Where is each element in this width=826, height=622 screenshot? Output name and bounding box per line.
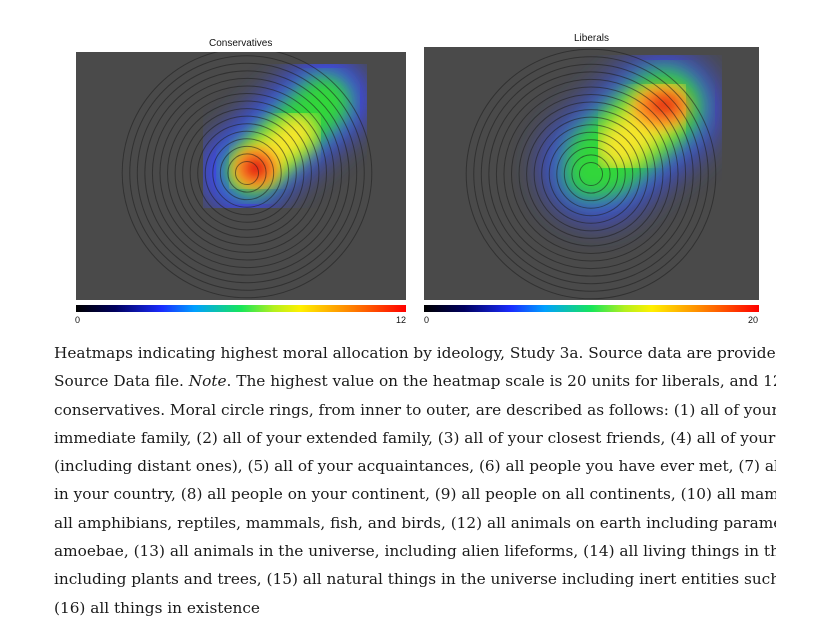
moral-ring-1 [578,161,604,187]
scale-max-liberals: 20 [748,315,759,325]
caption-line: conservatives. Moral circle rings, from … [54,400,776,419]
caption-line: Heatmaps indicating highest moral alloca… [54,344,776,362]
heatmap-liberals-svg [465,48,719,300]
caption-line: in your country, (8) all people on your … [54,485,776,504]
panel-title-liberals: Liberals [574,33,610,44]
moral-ring-3 [219,145,275,201]
heat-red-layer-lib [634,87,690,127]
moral-ring-2 [571,154,611,194]
heatmap-conservatives [76,52,406,300]
scale-min-liberals: 0 [424,315,430,325]
moral-ring-4 [212,138,282,208]
moral-ring-14 [136,62,358,284]
caption-line: Source Data file. Note. The highest valu… [54,367,776,395]
moral-ring-5 [204,130,290,216]
heat-red-layer [234,148,278,188]
colorbar-conservatives [76,305,406,312]
note-label: Note [188,372,227,391]
moral-ring-15 [129,55,365,291]
heatmap-figure: Conservatives 0 12 Lib [75,33,759,325]
moral-ring-8 [182,108,312,238]
moral-ring-2 [227,153,267,193]
moral-circle-rings-lib [465,48,717,300]
moral-ring-7 [189,115,305,231]
heatmap-conservatives-svg [121,52,373,299]
moral-ring-9 [518,101,664,247]
moral-ring-7 [533,116,649,232]
moral-ring-12 [495,78,687,270]
caption-line-start: Source Data file. [54,372,189,391]
moral-ring-9 [174,100,320,246]
figure-caption: Heatmaps indicating highest moral alloca… [54,339,776,622]
moral-ring-13 [144,70,350,276]
moral-ring-8 [526,109,656,239]
moral-circle-rings [121,52,373,299]
moral-ring-10 [167,93,327,253]
caption-line: (including distant ones), (5) all of you… [54,457,776,476]
moral-ring-1 [234,160,260,186]
moral-ring-13 [488,71,694,277]
moral-ring-6 [541,124,641,224]
moral-ring-16 [121,52,373,299]
scale-min-conservatives: 0 [75,315,81,325]
moral-ring-12 [151,77,343,269]
caption-line: (16) all things in existence [54,598,260,617]
colorbar-liberals [424,305,759,312]
caption-line: immediate family, (2) all of your extend… [54,428,776,447]
moral-ring-3 [563,146,619,202]
moral-ring-10 [511,94,671,254]
scale-max-conservatives: 12 [396,315,407,325]
panel-title-conservatives: Conservatives [209,38,273,49]
note-text: . The highest value on the heatmap scale… [226,372,776,391]
caption-line: all amphibians, reptiles, mammals, fish,… [54,513,776,532]
moral-ring-6 [197,123,297,223]
moral-ring-11 [503,86,679,262]
moral-ring-14 [480,63,702,285]
moral-ring-4 [556,139,626,209]
moral-ring-16 [465,48,717,300]
caption-line: amoebae, (13) all animals in the univers… [54,542,776,561]
heatmap-liberals [424,47,759,300]
moral-ring-5 [548,131,634,217]
moral-ring-11 [159,85,335,261]
caption-line: including plants and trees, (15) all nat… [54,570,776,589]
moral-ring-15 [473,56,709,292]
